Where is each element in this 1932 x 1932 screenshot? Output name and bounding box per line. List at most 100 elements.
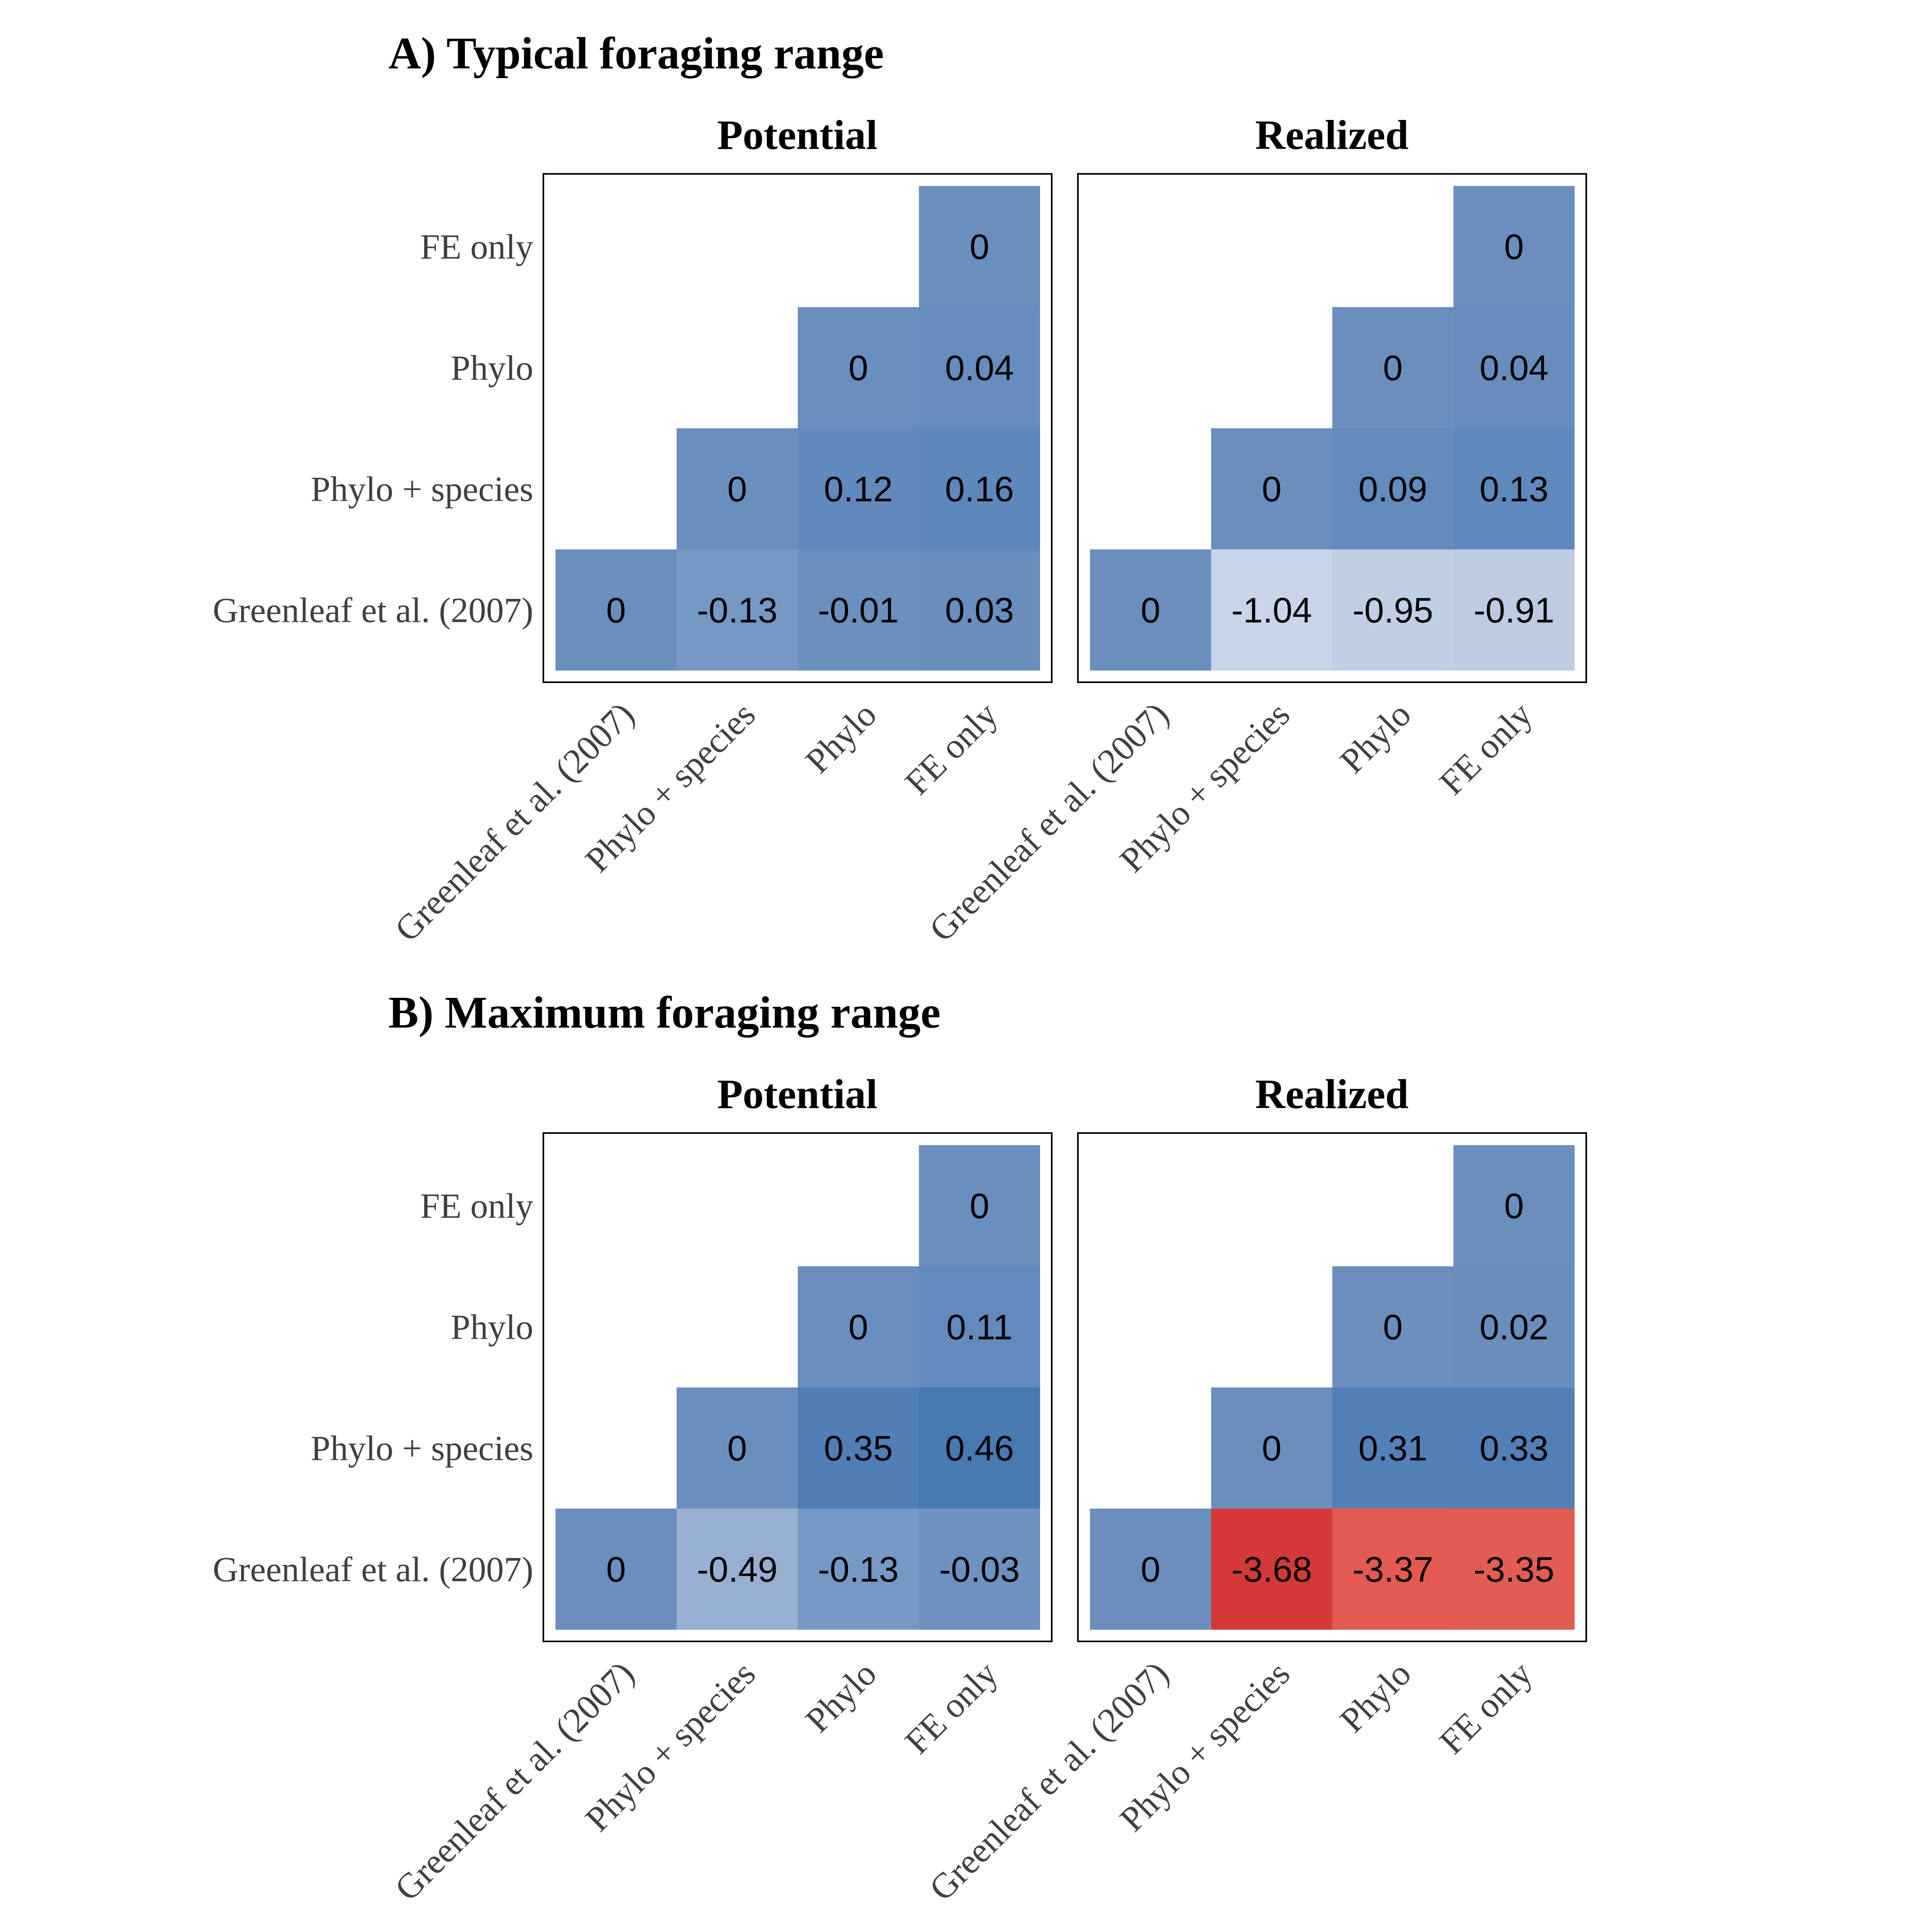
cell-value-label: 0.04 (945, 348, 1014, 388)
x-tick-label-greenleaf-et-al-2007: Greenleaf et al. (2007) (388, 1654, 642, 1909)
cell-value-label: -0.91 (1474, 590, 1554, 630)
heatmap-cell (555, 549, 677, 671)
x-tick-label-fe-only: FE only (1432, 1654, 1540, 1762)
cell-value-label: 0.16 (945, 469, 1014, 509)
cell-value-label: 0 (848, 348, 868, 388)
heatmap-cell (1211, 1387, 1332, 1509)
cell-value-label: 0.02 (1480, 1307, 1548, 1347)
heatmap-cell (798, 307, 919, 428)
heatmap-cell (1453, 1266, 1575, 1387)
heatmap-cell (1211, 1509, 1332, 1630)
cell-value-label: -0.13 (697, 590, 778, 630)
heatmap-cell (1453, 1145, 1575, 1266)
y-tick-label-phylo: Phylo (451, 349, 533, 388)
heatmap-cell (1453, 307, 1575, 428)
panel-frame (1077, 1132, 1587, 1642)
cell-value-label: 0.33 (1480, 1428, 1548, 1468)
cell-value-label: 0.46 (945, 1428, 1014, 1468)
x-tick-label-greenleaf-et-al-2007: Greenleaf et al. (2007) (388, 695, 642, 949)
cell-value-label: 0.04 (1480, 348, 1548, 388)
cell-value-label: -1.04 (1231, 590, 1312, 630)
cell-value-label: 0.03 (945, 590, 1014, 630)
cell-value-label: 0.11 (946, 1307, 1013, 1347)
heatmap-cell (1332, 428, 1453, 549)
x-tick-label-phylo: Phylo (1333, 695, 1419, 781)
y-tick-label-phylo-species: Phylo + species (311, 1429, 533, 1468)
x-tick-label-phylo: Phylo (1333, 1654, 1419, 1740)
cell-value-label: 0 (1262, 469, 1282, 509)
facet-title-realized-b: Realized (1255, 1071, 1408, 1117)
heatmap-cell (798, 1266, 919, 1387)
cell-value-label: -3.35 (1474, 1550, 1554, 1589)
cell-value-label: 0 (727, 469, 747, 509)
heatmap-cell (1453, 1509, 1575, 1630)
heatmap-cell (919, 549, 1040, 671)
cell-value-label: 0 (1383, 1307, 1403, 1347)
y-tick-label-fe-only: FE only (420, 228, 533, 267)
heatmap-cell (919, 1145, 1040, 1266)
cell-value-label: -3.68 (1231, 1550, 1312, 1589)
heatmap-cell (919, 307, 1040, 428)
heatmap-cell (919, 1387, 1040, 1509)
cell-value-label: -0.01 (818, 590, 899, 630)
cell-value-label: 0 (970, 227, 989, 267)
y-tick-label-phylo: Phylo (451, 1308, 533, 1347)
heatmap-cell (555, 1509, 677, 1630)
facet-title-realized-a: Realized (1255, 112, 1408, 158)
heatmap-cell (677, 1509, 798, 1630)
heatmap-cell (1332, 549, 1453, 671)
heatmap-cell (1332, 1266, 1453, 1387)
heatmap-cell (1453, 186, 1575, 307)
cell-value-label: 0 (1141, 590, 1160, 630)
heatmap-cell (677, 549, 798, 671)
heatmap-cell (1211, 428, 1332, 549)
cell-value-label: 0 (848, 1307, 868, 1347)
cell-value-label: 0.09 (1358, 469, 1427, 509)
heatmap-cell (677, 1387, 798, 1509)
heatmap-cell (1453, 428, 1575, 549)
y-tick-label-phylo-species: Phylo + species (311, 470, 533, 509)
cell-value-label: -0.13 (818, 1550, 899, 1589)
heatmap-cell (798, 1387, 919, 1509)
heatmap-cell (1332, 307, 1453, 428)
heatmap-cell (798, 428, 919, 549)
y-tick-label-greenleaf-et-al-2007: Greenleaf et al. (2007) (213, 1550, 533, 1589)
heatmap-cell (1090, 549, 1211, 671)
heatmap-cell (1332, 1387, 1453, 1509)
x-tick-label-fe-only: FE only (898, 1654, 1005, 1762)
cell-value-label: 0 (727, 1428, 747, 1468)
heatmap-cell (1332, 1509, 1453, 1630)
cell-value-label: 0 (1141, 1550, 1160, 1589)
cell-value-label: 0.31 (1358, 1428, 1427, 1468)
heatmap-cell (919, 1509, 1040, 1630)
heatmap-cell (798, 549, 919, 671)
cell-value-label: 0.13 (1480, 469, 1548, 509)
cell-value-label: 0 (1504, 227, 1524, 267)
panel-frame (543, 1132, 1053, 1642)
cell-value-label: -3.37 (1352, 1550, 1433, 1589)
heatmap-cell (677, 428, 798, 549)
cell-value-label: 0.35 (824, 1428, 893, 1468)
cell-value-label: 0 (970, 1186, 989, 1226)
heatmap-cell (1453, 1387, 1575, 1509)
cell-value-label: 0 (1262, 1428, 1282, 1468)
section-title-b: B) Maximum foraging range (388, 988, 941, 1038)
y-tick-label-fe-only: FE only (420, 1187, 533, 1226)
heatmap-cell (1211, 549, 1332, 671)
panel-frame (543, 173, 1053, 683)
heatmap-cell (798, 1509, 919, 1630)
x-tick-label-phylo: Phylo (798, 695, 884, 781)
y-tick-label-greenleaf-et-al-2007: Greenleaf et al. (2007) (213, 591, 533, 630)
cell-value-label: 0 (606, 1550, 626, 1589)
x-tick-label-phylo: Phylo (798, 1654, 884, 1740)
facet-title-potential-a: Potential (717, 112, 878, 158)
cell-value-label: -0.95 (1352, 590, 1433, 630)
heatmap-cell (1090, 1509, 1211, 1630)
x-tick-label-fe-only: FE only (898, 695, 1005, 803)
section-title-a: A) Typical foraging range (388, 29, 884, 78)
cell-value-label: 0 (1504, 1186, 1524, 1226)
x-tick-label-fe-only: FE only (1432, 695, 1540, 803)
heatmap-cell (919, 1266, 1040, 1387)
heatmap-cell (1453, 549, 1575, 671)
